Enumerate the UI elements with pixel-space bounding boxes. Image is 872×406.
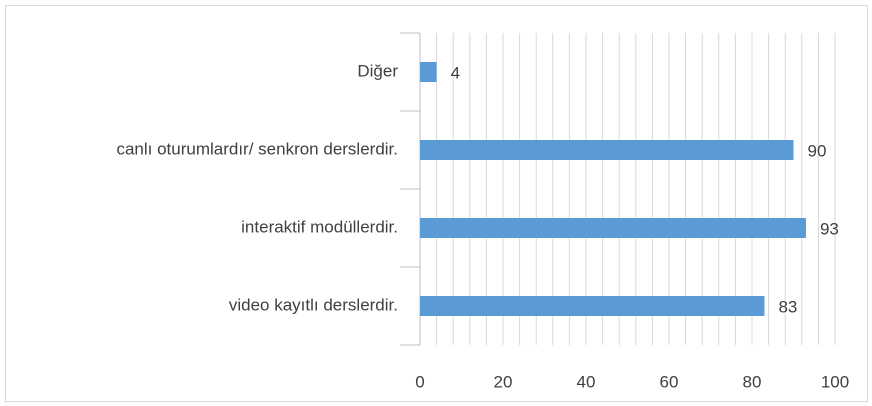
bar (420, 140, 794, 160)
y-tick-label: video kayıtlı derslerdir. (229, 295, 398, 314)
data-label: 83 (778, 297, 797, 316)
y-tick-label: canlı oturumlardır/ senkron derslerdir. (116, 139, 398, 158)
y-tick-label: Diğer (357, 61, 398, 80)
x-tick-label: 0 (415, 372, 424, 391)
x-tick-label: 80 (743, 372, 762, 391)
data-label: 93 (820, 219, 839, 238)
bar (420, 296, 765, 316)
bar (420, 62, 437, 82)
bar (420, 218, 806, 238)
y-tick-label: interaktif modüllerdir. (241, 217, 398, 236)
x-tick-label: 100 (821, 372, 849, 391)
x-tick-label: 60 (660, 372, 679, 391)
x-tick-label: 40 (577, 372, 596, 391)
x-tick-label: 20 (494, 372, 513, 391)
data-label: 90 (808, 141, 827, 160)
data-label: 4 (451, 63, 460, 82)
